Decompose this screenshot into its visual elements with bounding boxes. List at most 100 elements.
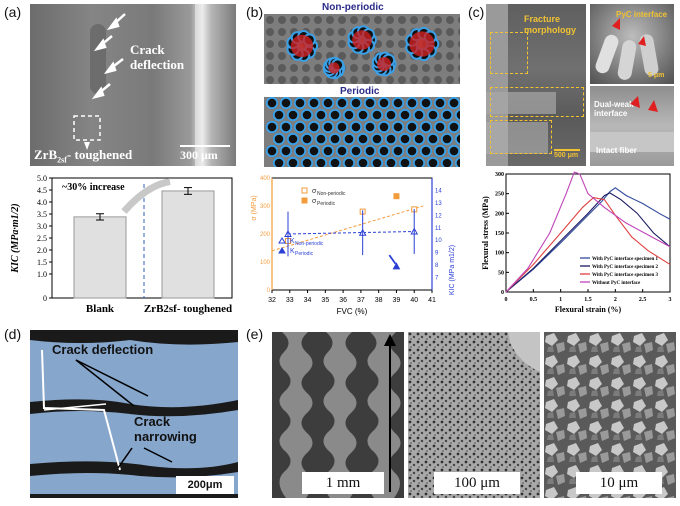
periodic-fiber xyxy=(433,144,447,158)
periodic-fiber xyxy=(293,120,307,134)
periodic-fiber xyxy=(384,132,398,146)
periodic-fiber xyxy=(384,156,398,167)
chart-b-xtick-label: 34 xyxy=(304,297,312,304)
series-line-1 xyxy=(505,192,671,293)
legend-k-p-marker xyxy=(278,247,286,254)
chart-c-xlabel: Flexural strain (%) xyxy=(555,305,622,314)
periodic-fiber xyxy=(335,144,349,158)
periodic-fiber xyxy=(279,144,293,158)
non-periodic-label: Non-periodic xyxy=(322,2,384,13)
periodic-fiber xyxy=(335,120,349,134)
periodic-fiber xyxy=(419,144,433,158)
intact-fiber-label: Intact fiber xyxy=(596,146,637,155)
chart-b-xlabel: FVC (%) xyxy=(337,307,368,316)
toughness-bar-chart: 0 1.0 1.5 2.0 2.5 3.0 3.5 4.0 4.5 5.0 KIC (MPa·m1/… xyxy=(10,174,233,315)
periodic-fiber xyxy=(328,132,342,146)
dual-weak-label: Dual-weak interface xyxy=(594,100,634,118)
periodic-fiber xyxy=(412,132,426,146)
chart-a-ytick-label: 4.5 xyxy=(37,186,47,195)
pyc-interface-image: PyC interface 5 μm xyxy=(590,4,674,84)
bar-1 xyxy=(161,190,215,299)
chart-a-ytick-label: 3.0 xyxy=(37,222,47,231)
periodic-fiber xyxy=(384,108,398,122)
periodic-fiber xyxy=(433,97,447,110)
sem-image-a: Crack deflection ZrB2sf- toughened 300 μ… xyxy=(30,4,236,166)
periodic-fiber xyxy=(440,108,454,122)
chart-c-ytick-label: 300 xyxy=(495,172,504,178)
crack-deflection-label-d: Crack deflection xyxy=(52,342,154,357)
left-tick-label: 400 xyxy=(260,176,271,182)
dual-weak-interface-image: Dual-weak interface Intact fiber xyxy=(590,86,674,166)
periodic-fiber xyxy=(286,108,300,122)
chart-c-xtick-label: 0.5 xyxy=(530,297,538,303)
periodic-fiber xyxy=(265,144,279,158)
periodic-fiber xyxy=(370,132,384,146)
right-tick-label: 8 xyxy=(435,263,439,269)
legend-label-1: With PyC interface specimen 2 xyxy=(592,265,659,270)
chart-c-xtick-label: 2.5 xyxy=(639,297,647,303)
chart-c-ytick-label: 50 xyxy=(498,270,504,276)
periodic-fiber xyxy=(342,156,356,167)
legend-k-np-sub: Non-periodic xyxy=(295,241,324,247)
fracture-label: Fracture morphology xyxy=(524,14,576,35)
periodic-fiber xyxy=(321,144,335,158)
periodic-fiber xyxy=(356,156,370,167)
chart-a-ytick-label: 2.5 xyxy=(37,234,47,243)
panel-label-d: (d) xyxy=(4,326,22,342)
legend-sigma-p: σ xyxy=(312,198,317,205)
k-periodic-arrow xyxy=(388,254,397,265)
increase-annotation: ~30% increase xyxy=(62,182,125,193)
periodic-bg xyxy=(264,97,460,167)
point-1-0 xyxy=(393,193,400,200)
periodic-fiber xyxy=(440,156,454,167)
periodic-fiber xyxy=(447,144,460,158)
periodic-fiber xyxy=(419,120,433,134)
chart-a-ytick-label: 4.0 xyxy=(37,198,47,207)
chart-c-xtick-label: 3 xyxy=(669,297,672,303)
chart-b-xtick-label: 32 xyxy=(268,297,276,304)
right-tick-label: 10 xyxy=(435,238,442,244)
x-category-1: ZrB2sf- toughened xyxy=(144,303,232,315)
legend-sigma-np-sub: Non-periodic xyxy=(317,191,346,197)
legend-sigma-np: σ xyxy=(312,188,317,195)
periodic-fiber xyxy=(286,156,300,167)
fiber-cluster-core-0 xyxy=(290,34,314,58)
panel-label-b: (b) xyxy=(246,4,264,20)
crack-narrowing-label: Crack narrowing xyxy=(134,414,197,444)
sem-grains-image: 10 μm xyxy=(544,332,676,498)
series-line-3 xyxy=(505,171,671,293)
periodic-fiber xyxy=(321,97,335,110)
chart-c-xtick-label: 2 xyxy=(614,297,617,303)
periodic-fiber xyxy=(405,97,419,110)
periodic-fiber xyxy=(293,97,307,110)
right-tick-label: 14 xyxy=(435,188,442,194)
periodic-fiber xyxy=(349,120,363,134)
chart-a-ylabel: KIC (MPa·m1/2) xyxy=(10,203,21,273)
series-line-0 xyxy=(505,187,671,293)
periodic-fiber xyxy=(398,108,412,122)
x-category-0: Blank xyxy=(86,303,115,315)
left-tick-label: 100 xyxy=(260,260,271,266)
periodic-fiber xyxy=(454,108,460,122)
legend-sigma-p-sub: Periodic xyxy=(317,201,336,207)
periodic-fiber xyxy=(447,120,460,134)
arrows-icon xyxy=(73,13,126,150)
chart-c-ytick-label: 200 xyxy=(495,211,504,217)
periodic-fiber xyxy=(419,97,433,110)
sigma-trend xyxy=(271,205,424,252)
legend-label-2: With PyC interface specimen 3 xyxy=(592,273,659,278)
left-axis-label: σ (MPa) xyxy=(251,195,258,220)
chart-a-ytick-label: 1.5 xyxy=(37,258,47,267)
k-trend xyxy=(287,231,415,235)
material-label: ZrB2sf- toughened xyxy=(34,147,133,165)
fiber-cluster-core-3 xyxy=(377,57,391,71)
flexural-stress-chart: 0 0.5 1 1.5 2 2.5 3 0 50 100 150 200 250 300 Flexural … xyxy=(481,171,672,314)
periodic-fiber xyxy=(300,132,314,146)
periodic-fiber xyxy=(293,144,307,158)
chart-c-ytick-label: 250 xyxy=(495,192,504,198)
legend-label-0: With PyC interface specimen 1 xyxy=(592,257,659,262)
periodic-fiber xyxy=(363,120,377,134)
left-tick-label: 300 xyxy=(260,204,271,210)
chart-a-ytick-label: 5.0 xyxy=(37,174,47,183)
bar-0 xyxy=(73,216,127,299)
